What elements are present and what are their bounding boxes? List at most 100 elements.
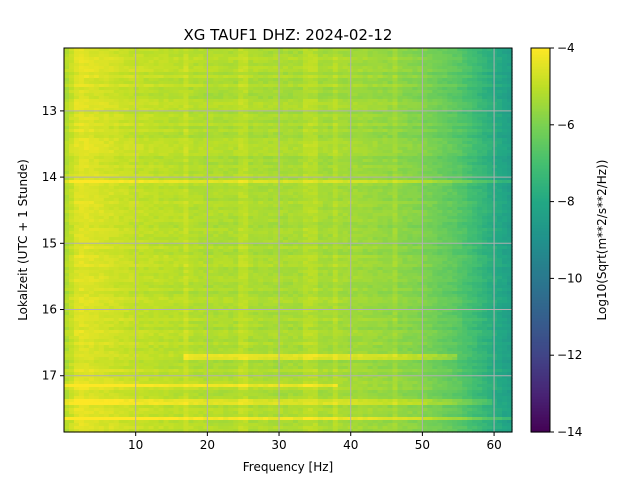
spectrogram-cell [153, 210, 160, 214]
spectrogram-cell [312, 138, 319, 142]
spectrogram-cell [467, 105, 473, 109]
spectrogram-cell [457, 210, 463, 214]
spectrogram-cell [392, 174, 399, 178]
spectrogram-cell [417, 108, 423, 112]
spectrogram-cell [88, 120, 95, 124]
spectrogram-cell [332, 102, 339, 106]
spectrogram-cell [283, 141, 289, 145]
spectrogram-cell [163, 162, 170, 166]
spectrogram-cell [103, 48, 110, 52]
spectrogram-cell [497, 171, 503, 175]
spectrogram-cell [492, 162, 498, 166]
spectrogram-cell [337, 198, 344, 202]
spectrogram-cell [462, 102, 468, 106]
spectrogram-cell [437, 102, 443, 106]
spectrogram-cell [477, 63, 483, 67]
spectrogram-cell [233, 90, 239, 94]
spectrogram-cell [332, 81, 339, 85]
spectrogram-cell [278, 105, 284, 109]
spectrogram-cell [148, 177, 155, 181]
spectrogram-cell [497, 57, 503, 61]
spectrogram-cell [472, 126, 478, 130]
spectrogram-cell [173, 153, 180, 157]
spectrogram-cell [263, 141, 269, 145]
spectrogram-cell [208, 177, 214, 181]
spectrogram-cell [123, 66, 130, 70]
spectrogram-cell [327, 87, 334, 91]
spectrogram-cell [73, 93, 80, 97]
spectrogram-cell [342, 180, 349, 184]
spectrogram-cell [492, 201, 498, 205]
spectrogram-cell [372, 96, 379, 100]
spectrogram-cell [288, 165, 294, 169]
spectrogram-cell [158, 204, 165, 208]
spectrogram-cell [233, 60, 239, 64]
spectrogram-cell [288, 198, 294, 202]
spectrogram-cell [248, 180, 254, 184]
spectrogram-cell [68, 60, 75, 64]
spectrogram-cell [143, 198, 150, 202]
spectrogram-cell [412, 189, 419, 193]
spectrogram-cell [108, 63, 115, 67]
spectrogram-cell [283, 102, 289, 106]
spectrogram-cell [507, 174, 513, 178]
spectrogram-cell [372, 90, 379, 94]
spectrogram-cell [387, 48, 394, 52]
spectrogram-cell [452, 99, 458, 103]
spectrogram-cell [447, 186, 453, 190]
spectrogram-cell [93, 102, 100, 106]
spectrogram-cell [467, 84, 473, 88]
spectrogram-cell [123, 207, 130, 211]
spectrogram-cell [292, 147, 299, 151]
spectrogram-cell [307, 108, 314, 112]
spectrogram-cell [297, 102, 304, 106]
spectrogram-cell [268, 207, 274, 211]
spectrogram-cell [367, 96, 374, 100]
spectrogram-cell [208, 159, 214, 163]
spectrogram-cell [372, 156, 379, 160]
spectrogram-cell [64, 132, 70, 136]
spectrogram-cell [432, 69, 438, 73]
spectrogram-cell [297, 123, 304, 127]
spectrogram-cell [427, 93, 433, 97]
spectrogram-cell [447, 183, 453, 187]
spectrogram-cell [422, 123, 428, 127]
spectrogram-cell [392, 102, 399, 106]
spectrogram-cell [108, 87, 115, 91]
spectrogram-cell [327, 114, 334, 118]
spectrogram-cell [93, 186, 100, 190]
spectrogram-cell [223, 204, 229, 208]
spectrogram-cell [447, 201, 453, 205]
spectrogram-cell [143, 69, 150, 73]
spectrogram-cell [108, 66, 115, 70]
spectrogram-cell [482, 132, 488, 136]
spectrogram-cell [447, 204, 453, 208]
spectrogram-cell [228, 177, 234, 181]
spectrogram-cell [208, 156, 214, 160]
spectrogram-cell [402, 165, 409, 169]
spectrogram-cell [472, 96, 478, 100]
spectrogram-cell [332, 195, 339, 199]
spectrogram-cell [213, 141, 219, 145]
spectrogram-cell [258, 162, 264, 166]
spectrogram-cell [248, 204, 254, 208]
spectrogram-cell [377, 174, 384, 178]
spectrogram-cell [427, 189, 433, 193]
spectrogram-cell [138, 129, 145, 133]
spectrogram-cell [253, 90, 259, 94]
spectrogram-cell [477, 180, 483, 184]
spectrogram-cell [263, 54, 269, 58]
spectrogram-cell [412, 60, 419, 64]
spectrogram-cell [292, 168, 299, 172]
spectrogram-cell [462, 78, 468, 82]
spectrogram-cell [64, 153, 70, 157]
spectrogram-cell [477, 147, 483, 151]
spectrogram-cell [507, 183, 513, 187]
spectrogram-cell [422, 105, 428, 109]
spectrogram-cell [417, 201, 423, 205]
spectrogram-cell [302, 114, 309, 118]
spectrogram-cell [283, 174, 289, 178]
spectrogram-cell [148, 90, 155, 94]
spectrogram-cell [178, 57, 185, 61]
